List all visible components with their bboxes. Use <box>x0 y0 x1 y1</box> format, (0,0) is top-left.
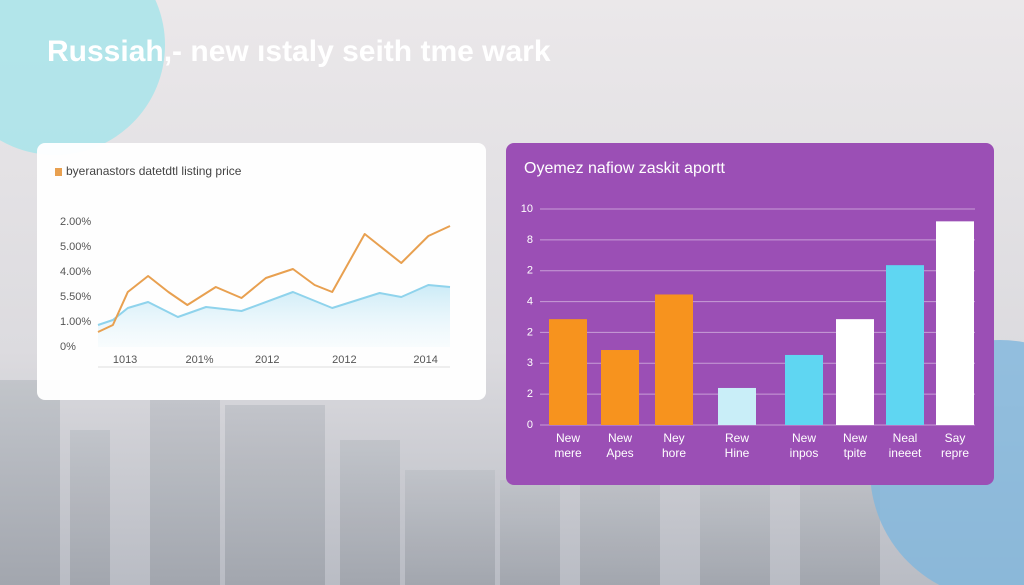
x-tick-label: ineeet <box>889 446 922 460</box>
line <box>97 284 451 326</box>
x-tick-label: mere <box>554 446 582 460</box>
x-tick-label: New <box>608 431 632 445</box>
y-tick-label: 10 <box>521 203 533 215</box>
x-tick-label: Ney <box>663 431 684 445</box>
city-skyline <box>0 380 880 585</box>
bar <box>936 221 974 425</box>
bar <box>718 387 756 425</box>
bar-chart: Oyemez nafiow zaskit aportt108242320Newm… <box>521 160 975 460</box>
legend-swatch <box>55 168 62 176</box>
y-tick-label: 5.00% <box>60 241 91 253</box>
y-tick-label: 8 <box>527 234 533 246</box>
x-tick-label: repre <box>941 446 969 460</box>
x-tick-label: inpos <box>790 446 819 460</box>
legend-label: byeranastors datetdtl listing price <box>66 164 242 178</box>
x-tick-label: hore <box>662 446 686 460</box>
x-tick-label: New <box>556 431 580 445</box>
x-tick-label: tpite <box>844 446 867 460</box>
y-tick-label: 2.00% <box>60 216 91 228</box>
y-tick-label: 0 <box>527 419 533 431</box>
y-tick-label: 1.00% <box>60 316 91 328</box>
x-tick-label: New <box>843 431 867 445</box>
decor-circle <box>0 0 165 155</box>
bar <box>836 319 874 425</box>
y-tick-label: 2 <box>527 326 533 338</box>
bar <box>655 294 693 425</box>
x-tick-label: Say <box>945 431 966 445</box>
x-tick-label: Neal <box>893 431 918 445</box>
y-tick-label: 2 <box>527 388 533 400</box>
x-tick-label: New <box>792 431 816 445</box>
line <box>97 225 451 333</box>
y-tick-label: 2 <box>527 265 533 277</box>
y-tick-label: 0% <box>60 341 76 353</box>
x-tick-label: Rew <box>725 431 749 445</box>
chart-title: Oyemez nafiow zaskit aportt <box>524 160 726 177</box>
y-tick-label: 5.50% <box>60 291 91 303</box>
bar <box>549 319 587 425</box>
bar <box>886 265 924 425</box>
x-tick-label: Apes <box>606 446 633 460</box>
y-tick-label: 3 <box>527 357 533 369</box>
x-tick-label: 2012 <box>332 354 356 366</box>
y-tick-label: 4 <box>527 295 533 307</box>
x-tick-label: 2014 <box>413 354 437 366</box>
bar <box>601 350 639 425</box>
x-tick-label: 2012 <box>255 354 279 366</box>
line-chart: 2.00% 5.00% 4.00% 5.50% 1.00% 0% 1013 201% 2012 2… <box>55 164 451 368</box>
x-tick-label: 1013 <box>113 354 137 366</box>
x-tick-label: 201% <box>185 354 213 366</box>
y-tick-label: 4.00% <box>60 266 91 278</box>
bar <box>785 354 823 425</box>
page-title: Russiah,- new ıstaly seith tme wark <box>47 35 551 68</box>
area <box>98 285 450 347</box>
x-tick-label: Hine <box>725 446 750 460</box>
